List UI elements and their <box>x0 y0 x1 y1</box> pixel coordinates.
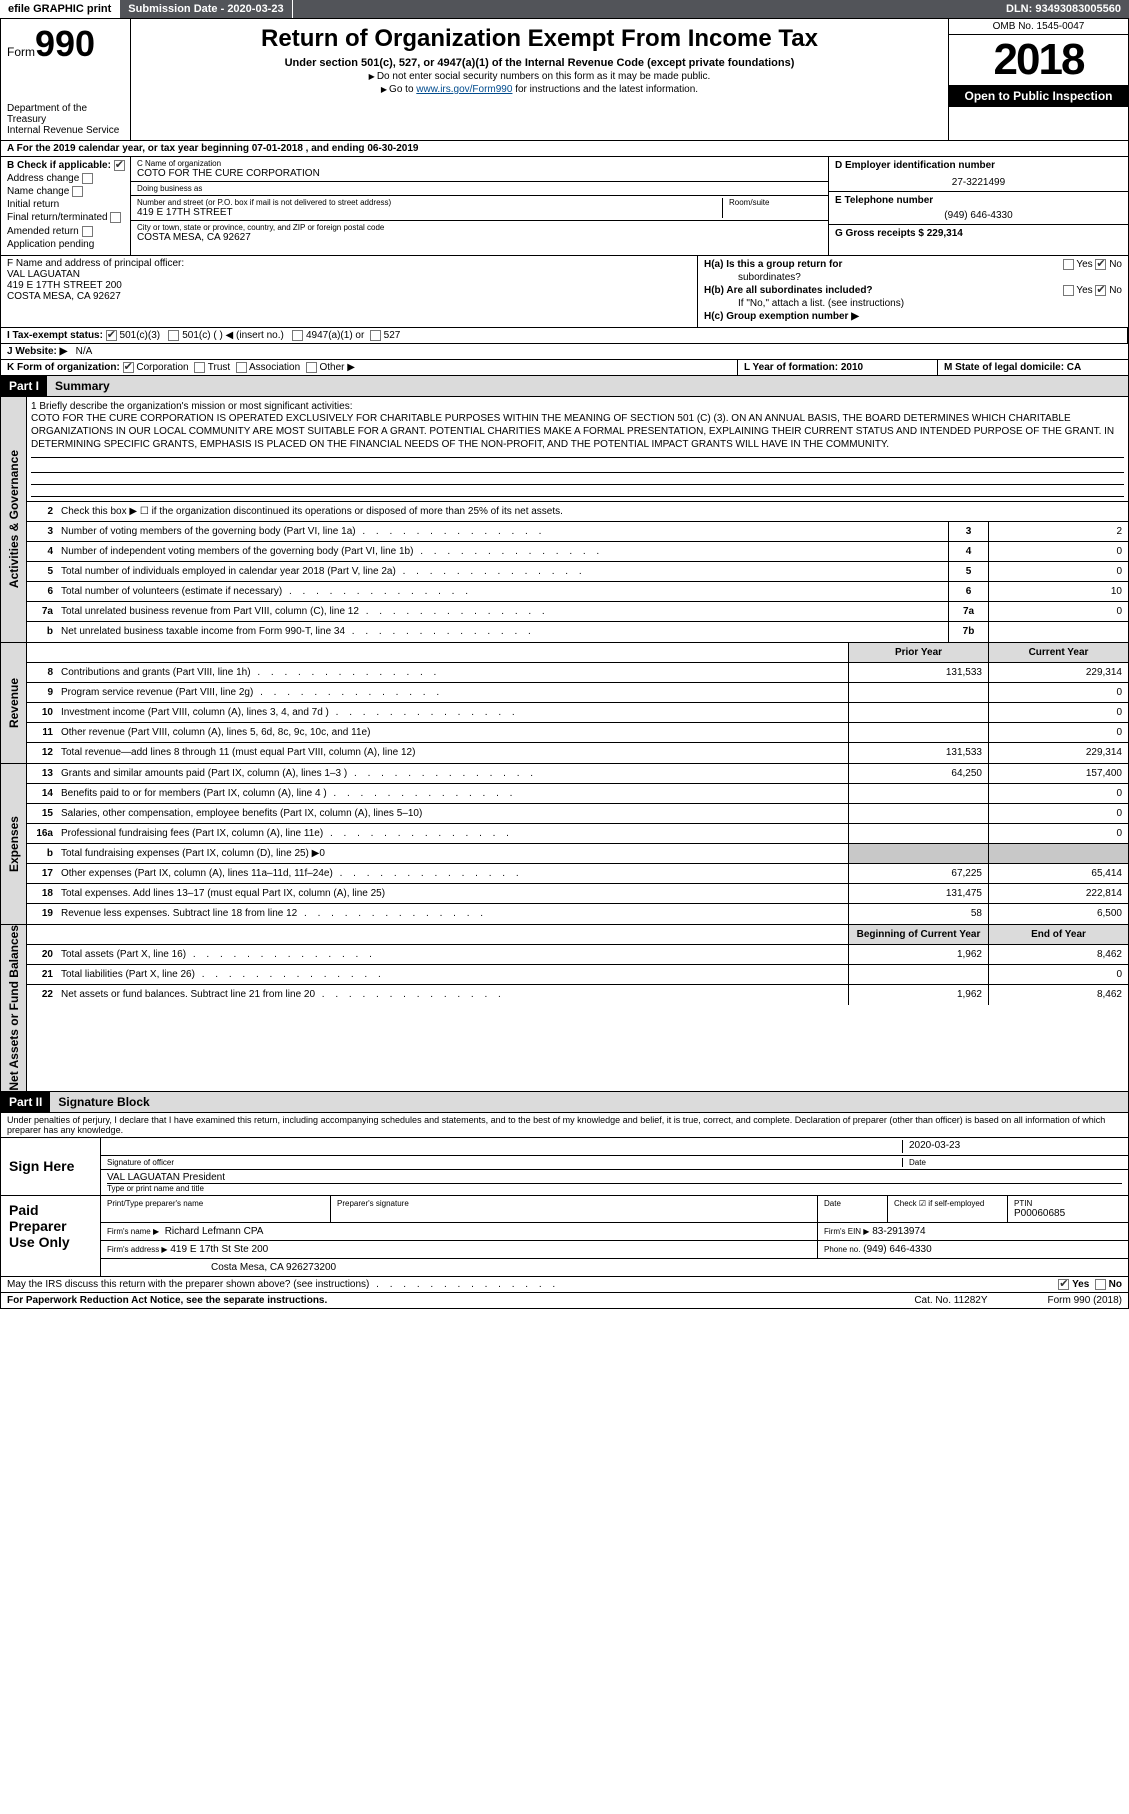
checkbox-icon[interactable] <box>110 212 121 223</box>
mission-text: COTO FOR THE CURE CORPORATION IS OPERATE… <box>31 412 1124 451</box>
col-c-org: C Name of organization COTO FOR THE CURE… <box>131 157 828 255</box>
form-number: Form990 <box>7 23 124 65</box>
open-to-public: Open to Public Inspection <box>949 85 1128 107</box>
checkbox-icon[interactable] <box>1095 259 1106 270</box>
vtab-expenses: Expenses <box>1 764 27 924</box>
dln: DLN: 93493083005560 <box>998 0 1129 18</box>
form-subtitle: Under section 501(c), 527, or 4947(a)(1)… <box>137 57 942 69</box>
checkbox-icon[interactable] <box>236 362 247 373</box>
firm-name: Richard Lefmann CPA <box>165 1226 264 1237</box>
ptin: P00060685 <box>1014 1208 1122 1219</box>
checkbox-icon[interactable] <box>72 186 83 197</box>
ein: 27-3221499 <box>835 177 1122 188</box>
row-klm: K Form of organization: Corporation Trus… <box>0 360 1129 376</box>
vtab-revenue: Revenue <box>1 643 27 763</box>
firm-phone: (949) 646-4330 <box>863 1244 931 1255</box>
officer-group-block: F Name and address of principal officer:… <box>0 256 1129 328</box>
checkbox-icon[interactable] <box>106 330 117 341</box>
efile-label: efile GRAPHIC print <box>0 0 120 18</box>
gross-receipts: G Gross receipts $ 229,314 <box>835 228 1122 239</box>
checkbox-icon[interactable] <box>168 330 179 341</box>
tax-year: 2018 <box>949 35 1128 85</box>
perjury-text: Under penalties of perjury, I declare th… <box>0 1113 1129 1138</box>
checkbox-icon[interactable] <box>123 362 134 373</box>
checkbox-icon[interactable] <box>82 226 93 237</box>
paid-preparer-block: Paid Preparer Use Only Print/Type prepar… <box>0 1196 1129 1277</box>
checkbox-icon[interactable] <box>114 160 125 171</box>
checkbox-icon[interactable] <box>194 362 205 373</box>
website: N/A <box>76 346 93 357</box>
omb-number: OMB No. 1545-0047 <box>949 19 1128 35</box>
checkbox-icon[interactable] <box>1095 1279 1106 1290</box>
officer-name: VAL LAGUATAN <box>7 269 691 280</box>
header-bar: efile GRAPHIC print Submission Date - 20… <box>0 0 1129 18</box>
section-expenses: Expenses 13Grants and similar amounts pa… <box>0 764 1129 925</box>
note-ssn: Do not enter social security numbers on … <box>137 71 942 82</box>
signer-name: VAL LAGUATAN President <box>107 1172 1122 1184</box>
sign-here-block: Sign Here 2020-03-23 Signature of office… <box>0 1138 1129 1196</box>
form-header: Form990 Department of the Treasury Inter… <box>0 18 1129 141</box>
vtab-netassets: Net Assets or Fund Balances <box>1 925 27 1091</box>
part-i-header: Part ISummary <box>0 376 1129 397</box>
irs-link[interactable]: www.irs.gov/Form990 <box>416 84 512 95</box>
checkbox-icon[interactable] <box>1063 259 1074 270</box>
section-revenue: Revenue Prior YearCurrent Year 8Contribu… <box>0 643 1129 764</box>
checkbox-icon[interactable] <box>306 362 317 373</box>
col-b-checkboxes: B Check if applicable: Address change Na… <box>1 157 131 255</box>
section-netassets: Net Assets or Fund Balances Beginning of… <box>0 925 1129 1092</box>
form-title: Return of Organization Exempt From Incom… <box>137 25 942 53</box>
row-a: A For the 2019 calendar year, or tax yea… <box>0 141 1129 157</box>
checkbox-icon[interactable] <box>82 173 93 184</box>
checkbox-icon[interactable] <box>292 330 303 341</box>
city-state-zip: COSTA MESA, CA 92627 <box>137 232 822 243</box>
paid-preparer-label: Paid Preparer Use Only <box>1 1196 101 1276</box>
part-ii-header: Part IISignature Block <box>0 1092 1129 1113</box>
checkbox-icon[interactable] <box>1095 285 1106 296</box>
vtab-activities: Activities & Governance <box>1 397 27 642</box>
checkbox-icon[interactable] <box>370 330 381 341</box>
department: Department of the Treasury Internal Reve… <box>7 103 124 136</box>
note-goto: Go to www.irs.gov/Form990 for instructio… <box>137 84 942 95</box>
may-discuss-row: May the IRS discuss this return with the… <box>0 1277 1129 1293</box>
checkbox-icon[interactable] <box>1063 285 1074 296</box>
page-footer: For Paperwork Reduction Act Notice, see … <box>0 1293 1129 1309</box>
org-name: COTO FOR THE CURE CORPORATION <box>137 168 822 179</box>
street-address: 419 E 17TH STREET <box>137 207 722 218</box>
section-activities: Activities & Governance 1 Briefly descri… <box>0 397 1129 643</box>
row-j: J Website: ▶ N/A <box>0 344 1129 360</box>
phone: (949) 646-4330 <box>835 210 1122 221</box>
col-de: D Employer identification number 27-3221… <box>828 157 1128 255</box>
org-info-block: B Check if applicable: Address change Na… <box>0 157 1129 256</box>
firm-ein: 83-2913974 <box>872 1226 925 1237</box>
row-i: I Tax-exempt status: 501(c)(3) 501(c) ( … <box>0 328 1129 344</box>
submission-date: Submission Date - 2020-03-23 <box>120 0 292 18</box>
checkbox-icon[interactable] <box>1058 1279 1069 1290</box>
